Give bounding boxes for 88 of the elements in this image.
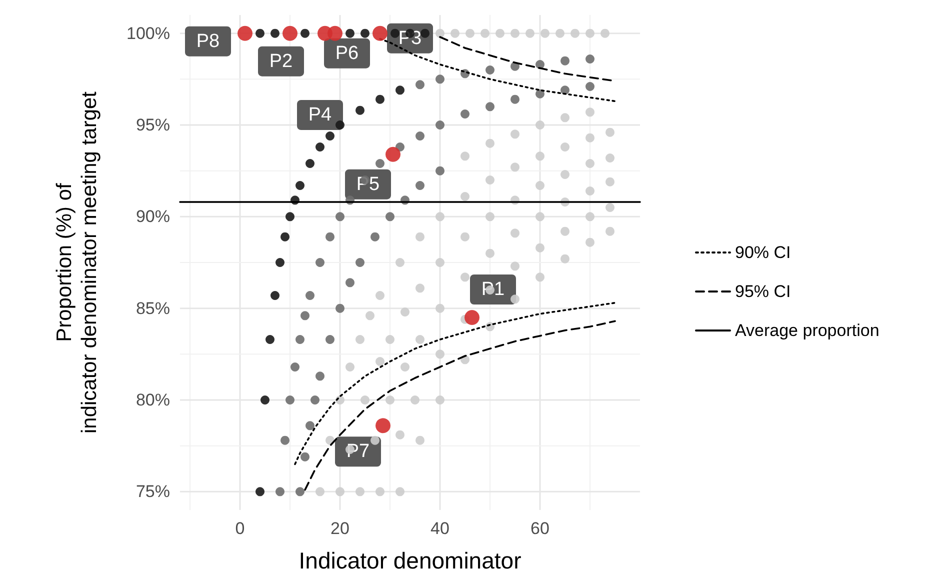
point: [276, 487, 284, 496]
point: [256, 487, 264, 496]
annotation: P6: [335, 42, 359, 64]
point: [346, 278, 354, 288]
x-tick-label: 40: [430, 519, 450, 538]
legend-label: 90% CI: [735, 243, 791, 262]
point: [336, 212, 344, 222]
point: [328, 26, 342, 41]
y-tick-label: 95%: [136, 116, 170, 134]
point: [316, 258, 324, 267]
point: [460, 110, 470, 118]
point: [336, 304, 344, 313]
point: [286, 212, 294, 222]
point: [560, 86, 570, 95]
annotation: P3: [398, 28, 422, 49]
y-tick-label: 75%: [136, 482, 170, 502]
point: [290, 362, 300, 372]
point: [326, 232, 334, 242]
point: [416, 181, 424, 190]
annotation: P7: [346, 441, 370, 462]
y-axis-title: Proportion (%) of indicator denominator meeting target: [53, 91, 101, 434]
point: [390, 28, 400, 38]
x-tick-label: 60: [530, 519, 550, 538]
point: [436, 74, 444, 84]
point: [376, 418, 390, 434]
point: [376, 159, 384, 168]
point: [286, 396, 294, 404]
point: [296, 335, 304, 344]
point: [536, 89, 544, 98]
point: [356, 106, 364, 115]
x-axis-title: Indicator denominator: [298, 548, 522, 574]
point: [356, 258, 364, 267]
point: [256, 28, 264, 38]
legend-label: Average proportion: [735, 321, 880, 340]
point: [464, 310, 480, 325]
legend-label: 95% CI: [735, 282, 791, 301]
point: [386, 146, 400, 162]
point: [238, 26, 252, 41]
x-tick-label: 20: [330, 519, 350, 538]
point: [316, 142, 324, 152]
point: [306, 159, 314, 168]
point: [420, 28, 430, 38]
point: [270, 28, 280, 38]
point: [326, 132, 334, 140]
point: [296, 487, 304, 496]
point: [510, 94, 520, 104]
annotation: P8: [196, 30, 220, 52]
point: [360, 28, 370, 38]
y-tick-label: 80%: [136, 390, 170, 410]
point: [416, 132, 424, 140]
point: [396, 86, 404, 95]
point: [560, 56, 570, 66]
point: [306, 291, 314, 300]
point: [416, 80, 424, 90]
point: [300, 28, 310, 38]
point: [280, 436, 290, 445]
point: [336, 120, 344, 130]
point: [296, 181, 304, 190]
point: [326, 335, 334, 344]
point: [372, 26, 388, 41]
point: [300, 311, 310, 320]
y-tick-label: 85%: [136, 298, 170, 318]
point: [386, 212, 394, 222]
point: [300, 452, 310, 462]
point: [486, 66, 494, 74]
point: [346, 28, 354, 38]
point: [270, 291, 280, 300]
point: [266, 335, 274, 344]
point: [486, 102, 494, 112]
point: [276, 258, 284, 267]
point: [310, 396, 320, 404]
point: [436, 166, 444, 176]
y-tick-label: 100%: [126, 24, 170, 43]
x-tick-label: 0: [235, 519, 245, 538]
annotation: P4: [308, 104, 332, 126]
annotation: P5: [356, 174, 380, 195]
point: [586, 54, 594, 64]
annotation: P2: [269, 50, 293, 72]
point: [370, 232, 380, 242]
point: [260, 396, 270, 404]
point: [280, 232, 290, 242]
y-tick-label: 90%: [136, 207, 170, 226]
point: [282, 26, 298, 41]
point: [586, 82, 594, 91]
point: [376, 94, 384, 104]
point: [436, 120, 444, 130]
point: [306, 421, 314, 430]
point: [316, 372, 324, 381]
